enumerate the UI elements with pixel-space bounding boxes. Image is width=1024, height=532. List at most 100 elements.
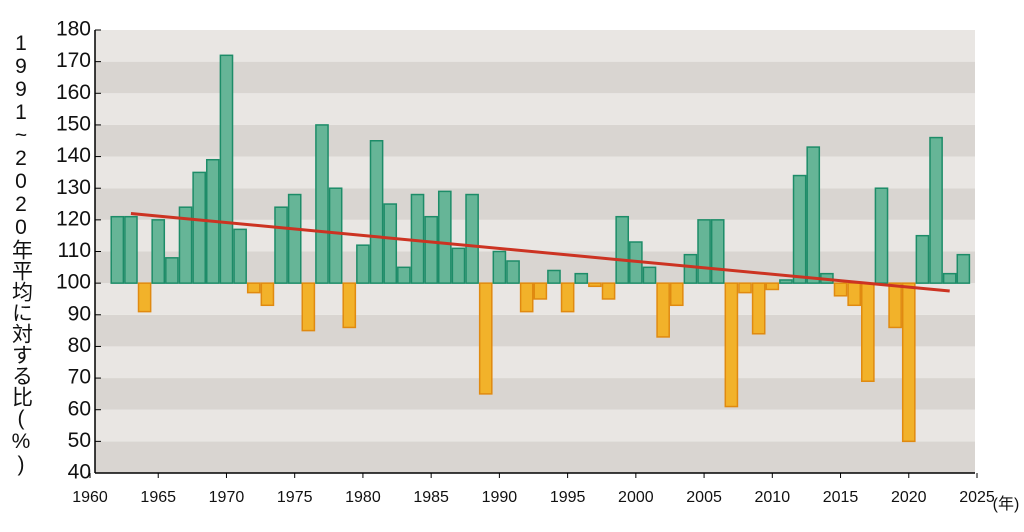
bar	[287, 193, 302, 284]
bar	[929, 136, 943, 284]
bar	[738, 282, 752, 294]
bar	[437, 190, 452, 284]
bar	[151, 219, 166, 284]
bar	[615, 215, 630, 284]
y-tick-label: 170	[56, 49, 91, 72]
y-axis-label: 1991~2020年平均に対する比(%)	[9, 32, 33, 476]
bar	[792, 174, 807, 284]
bar	[779, 279, 793, 284]
y-tick-label: 160	[56, 81, 91, 104]
trend-line	[130, 212, 950, 293]
bar	[383, 203, 398, 284]
grid-band	[95, 30, 975, 62]
bar	[233, 228, 247, 284]
x-tick-label: 1965	[140, 489, 176, 506]
grid-band	[95, 188, 975, 220]
plot-background	[95, 30, 975, 473]
bar	[574, 272, 589, 284]
bar	[519, 282, 534, 313]
bar	[451, 247, 466, 284]
grid-band	[95, 61, 975, 94]
bar	[751, 282, 766, 335]
bar	[806, 146, 821, 284]
bar	[847, 282, 862, 307]
bar	[888, 282, 902, 329]
y-tick-label: 90	[68, 302, 91, 325]
bar	[506, 260, 520, 284]
grid-band	[95, 409, 975, 442]
x-tick-label: 1975	[277, 489, 313, 506]
bar	[942, 272, 957, 284]
y-tick-label: 120	[56, 207, 91, 230]
bar	[328, 187, 343, 284]
y-tick-label: 130	[56, 176, 91, 199]
x-tick-label: 1990	[482, 489, 518, 506]
bar	[124, 215, 138, 284]
bar	[478, 282, 493, 395]
bar	[465, 193, 479, 284]
bar	[315, 124, 329, 284]
bar	[560, 282, 575, 313]
bar	[246, 282, 261, 294]
y-tick-label: 70	[68, 366, 91, 389]
bar	[165, 257, 179, 284]
bar	[301, 282, 316, 332]
bar	[274, 206, 288, 284]
x-tick-label: 2010	[755, 489, 791, 506]
bar	[178, 206, 193, 284]
bar	[533, 282, 548, 300]
y-tick-label: 50	[68, 429, 91, 452]
bar	[861, 282, 875, 382]
grid-band	[95, 93, 975, 125]
y-tick-label: 110	[58, 239, 91, 262]
grid-band	[95, 441, 975, 473]
y-tick-label: 60	[68, 397, 91, 420]
bar	[492, 250, 507, 284]
grid-band	[95, 346, 975, 379]
bar	[356, 244, 370, 284]
x-tick-label: 1980	[345, 489, 381, 506]
bar	[697, 219, 711, 284]
bar	[547, 269, 561, 284]
y-tick-label: 180	[56, 18, 91, 41]
bar	[710, 219, 725, 284]
y-tick-label: 80	[68, 334, 91, 357]
grid-band	[95, 156, 975, 189]
y-tick-label: 150	[56, 112, 91, 135]
y-tick-label: 40	[68, 461, 91, 484]
bar	[765, 282, 780, 291]
x-tick-label: 2020	[891, 489, 927, 506]
bar	[956, 253, 971, 284]
bar	[110, 215, 125, 284]
bar	[874, 187, 889, 284]
y-tick-label: 140	[56, 144, 91, 167]
bar	[901, 282, 916, 443]
x-tick-label: 1960	[72, 489, 108, 506]
bar	[915, 234, 930, 284]
x-tick-label: 1985	[413, 489, 449, 506]
bar	[219, 54, 234, 284]
bar	[260, 282, 275, 307]
bar	[397, 266, 411, 284]
bar	[724, 282, 739, 408]
bar	[683, 253, 698, 284]
bar	[424, 215, 438, 284]
y-tick-label: 100	[56, 271, 91, 294]
grid-band	[95, 124, 975, 157]
bar	[192, 171, 206, 284]
bar	[642, 266, 657, 284]
bar	[137, 282, 152, 313]
grid-band	[95, 378, 975, 410]
bar	[833, 282, 848, 297]
bar	[369, 140, 384, 284]
x-tick-label: 2005	[686, 489, 722, 506]
bar	[342, 282, 357, 329]
bar	[601, 282, 616, 300]
x-tick-label: 2015	[823, 489, 859, 506]
x-tick-label: 1970	[209, 489, 245, 506]
bar	[588, 282, 602, 288]
x-tick-label: 2025	[959, 489, 995, 506]
x-axis-unit: (年)	[993, 495, 1020, 513]
bar	[669, 282, 684, 307]
